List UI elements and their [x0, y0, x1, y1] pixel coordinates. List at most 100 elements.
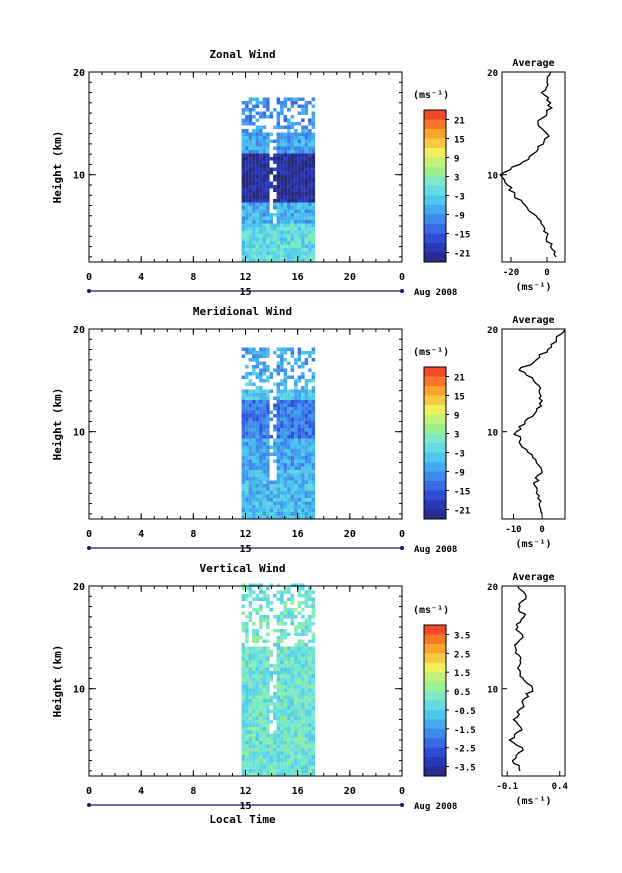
- heatmap-cell: [297, 202, 302, 206]
- heatmap-cell: [266, 685, 270, 689]
- heatmap-cell: [241, 604, 246, 608]
- heatmap-cell: [276, 227, 281, 231]
- heatmap-cell: [273, 213, 277, 217]
- heatmap-cell: [290, 125, 295, 129]
- heatmap-cell: [283, 709, 288, 713]
- heatmap-cell: [266, 650, 270, 654]
- heatmap-cell: [304, 223, 309, 227]
- heatmap-cell: [252, 734, 256, 738]
- heatmap-cell: [301, 167, 305, 171]
- heatmap-cell: [294, 428, 298, 432]
- heatmap-cell: [248, 227, 253, 231]
- heatmap-cell: [294, 769, 298, 773]
- heatmap-cell: [283, 445, 288, 449]
- heatmap-cell: [252, 702, 256, 706]
- x-tick-label: 16: [292, 529, 304, 540]
- heatmap-cell: [297, 164, 302, 168]
- heatmap-cell: [297, 653, 302, 657]
- heatmap-cell: [290, 414, 295, 418]
- heatmap-cell: [259, 213, 263, 217]
- heatmap-cell: [259, 604, 263, 608]
- colorbar-segment: [424, 224, 446, 234]
- average-x-label: (ms⁻¹): [515, 282, 551, 293]
- heatmap-cell: [259, 396, 263, 400]
- heatmap-cell: [269, 223, 274, 227]
- heatmap-cell: [252, 480, 256, 484]
- heatmap-cell: [252, 136, 256, 140]
- heatmap-cell: [290, 611, 295, 615]
- heatmap-cell: [297, 104, 302, 108]
- heatmap-cell: [283, 248, 288, 252]
- heatmap-cell: [311, 431, 316, 435]
- heatmap-cell: [255, 737, 260, 741]
- heatmap-cell: [280, 435, 284, 439]
- heatmap-cell: [308, 515, 312, 519]
- heatmap-cell: [308, 136, 312, 140]
- heatmap-cell: [283, 97, 288, 101]
- heatmap-cell: [245, 755, 249, 759]
- heatmap-cell: [262, 615, 267, 619]
- heatmap-cell: [273, 396, 277, 400]
- heatmap-cell: [276, 118, 281, 122]
- heatmap-cell: [255, 762, 260, 766]
- heatmap-cell: [259, 421, 263, 425]
- heatmap-cell: [241, 202, 246, 206]
- heatmap-cell: [259, 667, 263, 671]
- heatmap-cell: [248, 590, 253, 594]
- heatmap-cell: [252, 258, 256, 262]
- heatmap-cell: [290, 220, 295, 224]
- heatmap-cell: [311, 716, 316, 720]
- heatmap-cell: [283, 396, 288, 400]
- heatmap-cell: [304, 755, 309, 759]
- heatmap-cell: [311, 744, 316, 748]
- heatmap-cell: [269, 741, 274, 745]
- x-tick-label: 12: [239, 529, 251, 540]
- heatmap-cell: [245, 258, 249, 262]
- heatmap-cell: [252, 424, 256, 428]
- heatmap-cell: [269, 501, 274, 505]
- heatmap-cell: [248, 223, 253, 227]
- heatmap-cell: [262, 505, 267, 509]
- heatmap-cell: [259, 618, 263, 622]
- heatmap-cell: [245, 157, 249, 161]
- heatmap-cell: [308, 629, 312, 633]
- heatmap-cell: [311, 146, 316, 150]
- heatmap-cell: [248, 220, 253, 224]
- heatmap-cell: [245, 403, 249, 407]
- heatmap-cell: [262, 751, 267, 755]
- heatmap-cell: [255, 473, 260, 477]
- heatmap-cell: [276, 188, 281, 192]
- heatmap-cell: [297, 685, 302, 689]
- heatmap-cell: [273, 146, 277, 150]
- heatmap-cell: [262, 498, 267, 502]
- heatmap-cell: [259, 230, 263, 234]
- heatmap-cell: [304, 660, 309, 664]
- heatmap-cell: [255, 400, 260, 404]
- heatmap-cell: [308, 723, 312, 727]
- colorbar-tick-label: 21: [454, 374, 465, 384]
- heatmap-cell: [273, 139, 277, 143]
- heatmap-cell: [259, 646, 263, 650]
- heatmap-cell: [259, 688, 263, 692]
- heatmap-cell: [294, 737, 298, 741]
- heatmap-cell: [308, 230, 312, 234]
- heatmap-cell: [273, 368, 277, 372]
- heatmap-cell: [276, 758, 281, 762]
- heatmap-cell: [301, 178, 305, 182]
- heatmap-cell: [287, 209, 291, 213]
- heatmap-cell: [262, 727, 267, 731]
- heatmap-cell: [262, 258, 267, 262]
- heatmap-cell: [308, 741, 312, 745]
- heatmap-cell: [308, 664, 312, 668]
- heatmap-cell: [266, 230, 270, 234]
- heatmap-cell: [301, 195, 305, 199]
- heatmap-cell: [255, 258, 260, 262]
- heatmap-cell: [259, 234, 263, 238]
- heatmap-cell: [297, 463, 302, 467]
- heatmap-cell: [241, 164, 246, 168]
- heatmap-cell: [245, 487, 249, 491]
- heatmap-cell: [276, 241, 281, 245]
- heatmap-cell: [301, 512, 305, 516]
- heatmap-cell: [290, 702, 295, 706]
